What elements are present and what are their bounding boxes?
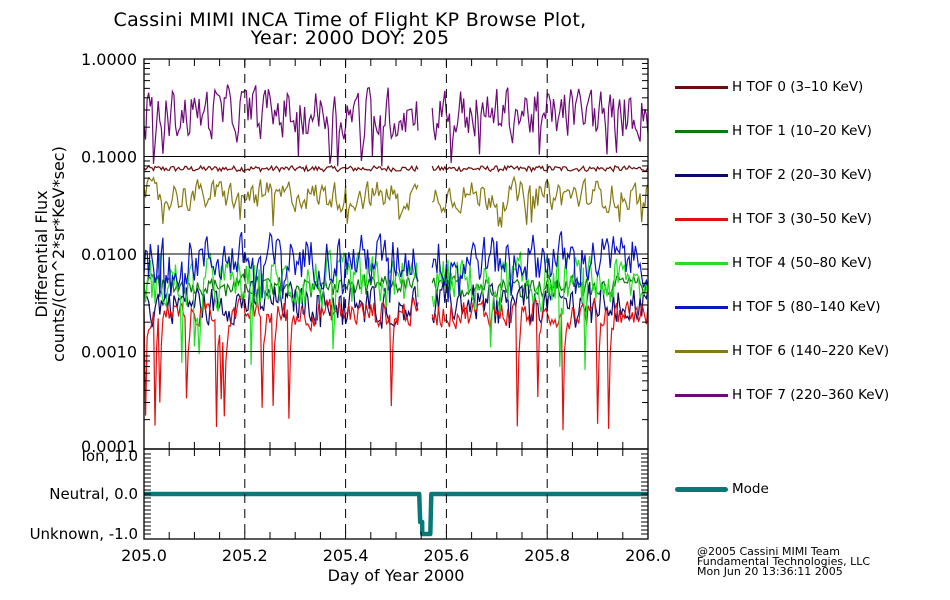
legend-label: H TOF 5 (80–140 KeV) bbox=[732, 299, 881, 315]
legend-swatch bbox=[675, 217, 728, 221]
flux-line-tof7 bbox=[431, 87, 649, 163]
x-axis-label: Day of Year 2000 bbox=[328, 566, 465, 585]
flux-line-tof7 bbox=[143, 84, 419, 167]
x-tick-label: 205.0 bbox=[121, 546, 167, 565]
legend-swatch bbox=[675, 261, 728, 265]
legend-item-mode: Mode bbox=[675, 481, 769, 497]
flux-line-tof6 bbox=[431, 175, 649, 228]
axes bbox=[143, 58, 649, 540]
mode-y-tick-label: Neutral, 0.0 bbox=[49, 485, 138, 503]
legend-swatch bbox=[675, 85, 728, 89]
legend-item-tof1: H TOF 1 (10–20 KeV) bbox=[675, 123, 872, 139]
x-tick-label: 205.6 bbox=[423, 546, 469, 565]
legend-swatch bbox=[675, 393, 728, 397]
legend-item-tof3: H TOF 3 (30–50 KeV) bbox=[675, 211, 872, 227]
flux-y-tick-label: 0.0100 bbox=[81, 245, 137, 264]
legend-item-tof2: H TOF 2 (20–30 KeV) bbox=[675, 167, 872, 183]
legend-swatch bbox=[675, 173, 728, 177]
legend-label: H TOF 3 (30–50 KeV) bbox=[732, 211, 872, 227]
x-tick-label: 205.2 bbox=[222, 546, 268, 565]
legend-swatch bbox=[675, 486, 728, 492]
flux-line-tof0 bbox=[143, 164, 419, 173]
x-tick-label: 205.4 bbox=[323, 546, 369, 565]
mode-line bbox=[144, 491, 648, 537]
flux-y-tick-label: 0.1000 bbox=[81, 148, 137, 167]
legend-item-tof5: H TOF 5 (80–140 KeV) bbox=[675, 299, 881, 315]
legend-item-tof6: H TOF 6 (140–220 KeV) bbox=[675, 343, 889, 359]
x-tick-label: 205.8 bbox=[524, 546, 570, 565]
flux-line-tof6 bbox=[143, 176, 419, 227]
legend-label: H TOF 2 (20–30 KeV) bbox=[732, 167, 872, 183]
flux-line-tof5 bbox=[143, 231, 419, 303]
flux-line-tof2 bbox=[431, 280, 649, 329]
y-axis-label-line1: Differential Flux bbox=[32, 190, 51, 317]
flux-y-tick-label: 0.0010 bbox=[81, 343, 137, 362]
gridlines bbox=[144, 59, 648, 539]
flux-line-tof1 bbox=[431, 272, 649, 300]
legend-label: Mode bbox=[732, 481, 769, 497]
x-tick-label: 206.0 bbox=[625, 546, 671, 565]
credit-line1: @2005 Cassini MIMI Team bbox=[697, 545, 840, 558]
mode-y-tick-label: Ion, 1.0 bbox=[82, 447, 139, 465]
flux-y-tick-label: 0.0001 bbox=[81, 437, 137, 456]
legend-item-tof7: H TOF 7 (220–360 KeV) bbox=[675, 387, 889, 403]
flux-line-tof0 bbox=[431, 164, 649, 174]
flux-series-group bbox=[143, 84, 649, 431]
legend-label: H TOF 7 (220–360 KeV) bbox=[732, 387, 890, 403]
mode-series-group bbox=[144, 491, 648, 537]
legend-item-tof0: H TOF 0 (3–10 KeV) bbox=[675, 79, 863, 95]
legend-item-tof4: H TOF 4 (50–80 KeV) bbox=[675, 255, 872, 271]
legend-label: H TOF 1 (10–20 KeV) bbox=[732, 123, 872, 139]
flux-line-tof3 bbox=[431, 297, 649, 431]
flux-line-tof2 bbox=[143, 280, 419, 329]
legend-label: H TOF 0 (3–10 KeV) bbox=[732, 79, 864, 95]
flux-line-tof5 bbox=[431, 231, 649, 303]
chart-title-line2: Year: 2000 DOY: 205 bbox=[250, 27, 450, 49]
chart-title-line1: Cassini MIMI INCA Time of Flight KP Brow… bbox=[113, 9, 587, 31]
legend-label: H TOF 6 (140–220 KeV) bbox=[732, 343, 890, 359]
flux-line-tof4 bbox=[143, 249, 419, 365]
flux-line-tof4 bbox=[431, 251, 649, 370]
flux-y-tick-label: 1.0000 bbox=[81, 50, 137, 69]
mode-y-tick-label: Unknown, -1.0 bbox=[30, 525, 138, 543]
legend-swatch bbox=[675, 129, 728, 133]
legend-swatch bbox=[675, 305, 728, 309]
credit-line3: Mon Jun 20 13:36:11 2005 bbox=[697, 565, 843, 578]
legend-label: H TOF 4 (50–80 KeV) bbox=[732, 255, 872, 271]
flux-line-tof3 bbox=[143, 293, 419, 428]
legend-swatch bbox=[675, 349, 728, 353]
credit-line2: Fundamental Technologies, LLC bbox=[697, 555, 871, 568]
y-axis-label-line2: counts/(cm^2*sr*KeV*sec) bbox=[49, 146, 68, 362]
